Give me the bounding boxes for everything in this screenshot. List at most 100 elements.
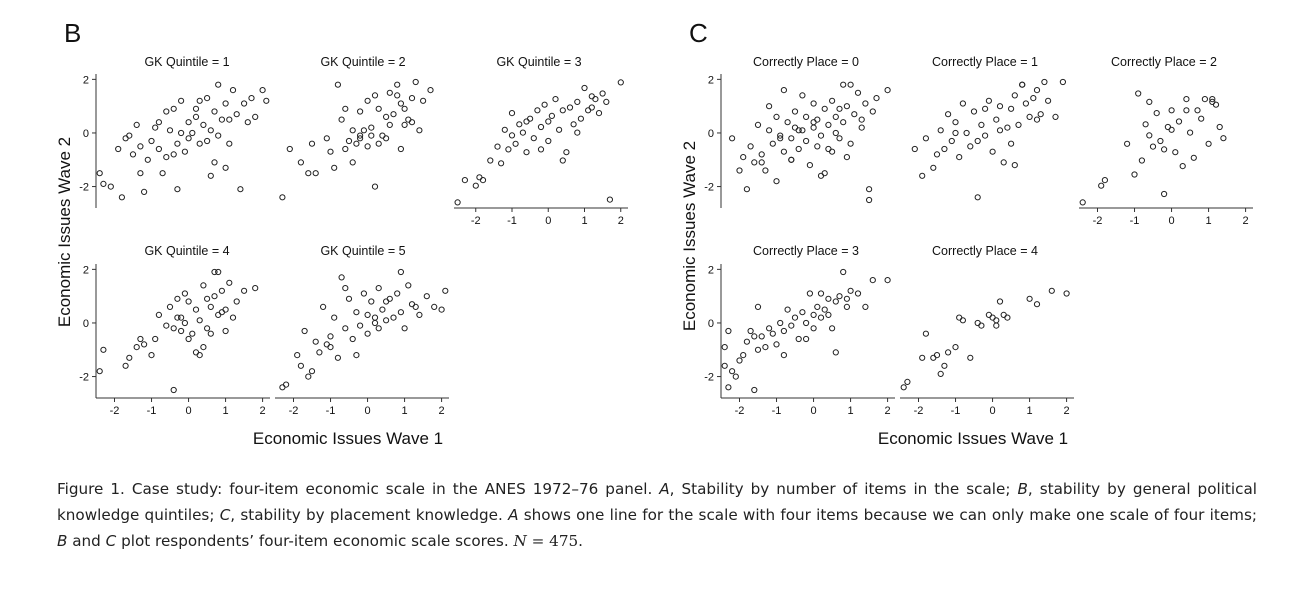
data-point (312, 170, 319, 177)
data-point (930, 354, 937, 361)
data-point (1205, 140, 1212, 147)
data-point (1187, 129, 1194, 136)
data-point (137, 170, 144, 177)
data-point (799, 127, 806, 134)
data-point (189, 330, 196, 337)
data-point (832, 129, 839, 137)
data-point (762, 167, 769, 174)
data-point (342, 145, 349, 153)
data-point (922, 135, 930, 142)
data-point (222, 327, 229, 335)
y-tick-label: 2 (83, 264, 89, 276)
data-point (427, 87, 434, 94)
data-point (215, 311, 222, 318)
data-point (401, 325, 408, 332)
data-point (397, 268, 404, 276)
data-point (294, 352, 301, 359)
data-point (766, 325, 773, 332)
x-tick-label: 0 (364, 405, 370, 417)
x-tick-label: -1 (147, 405, 157, 417)
x-tick-label: 0 (989, 405, 995, 417)
data-point (196, 97, 203, 104)
x-tick-label: 0 (810, 405, 816, 417)
x-tick-label: 1 (1027, 405, 1033, 417)
data-point (152, 335, 159, 343)
data-point (777, 319, 784, 327)
data-point (725, 327, 732, 335)
data-point (192, 105, 200, 112)
data-point (1011, 162, 1018, 169)
data-point (1004, 124, 1011, 131)
data-point (323, 341, 330, 348)
data-point (527, 115, 534, 122)
data-point (1198, 115, 1205, 122)
data-point (390, 314, 397, 321)
data-point (115, 145, 122, 153)
data-point (353, 140, 360, 147)
data-point (211, 268, 218, 276)
data-point (163, 154, 170, 161)
data-point (534, 107, 541, 114)
data-point (170, 325, 177, 332)
data-point (725, 384, 732, 391)
data-point (548, 112, 556, 120)
data-point (832, 298, 839, 305)
data-point (1183, 96, 1190, 103)
data-point (192, 306, 200, 313)
data-point (204, 95, 211, 102)
subplot-9: -2 -1 0 1 2 -2 0 2 (704, 264, 895, 417)
data-point (1124, 140, 1131, 147)
data-point (784, 119, 791, 126)
data-point (996, 127, 1004, 134)
data-point (729, 368, 736, 375)
data-point (364, 330, 371, 337)
data-point (286, 145, 293, 153)
data-point (974, 137, 981, 145)
data-point (1048, 287, 1055, 294)
panel-c-xlabel: Economic Issues Wave 1 (878, 429, 1068, 448)
data-point (825, 145, 832, 153)
data-point (963, 129, 970, 137)
data-point (196, 317, 203, 324)
data-point (803, 319, 810, 327)
data-point (297, 362, 304, 369)
subplot-title-c2: Correctly Place = 1 (932, 55, 1038, 69)
data-point (519, 129, 527, 136)
data-point (301, 327, 308, 335)
data-point (181, 148, 188, 155)
data-point (211, 108, 218, 115)
data-point (476, 174, 483, 181)
subplot-3: -2 -1 0 1 2 (454, 79, 628, 227)
subplot-title-b5: GK Quintile = 5 (320, 244, 405, 258)
data-point (996, 298, 1004, 305)
data-point (754, 303, 762, 310)
data-point (1142, 121, 1149, 128)
data-point (1220, 135, 1227, 142)
data-point (736, 167, 743, 174)
subplot-title-c5: Correctly Place = 4 (932, 244, 1038, 258)
subplot-title-b4: GK Quintile = 4 (144, 244, 229, 258)
data-point (148, 352, 155, 359)
data-point (1146, 98, 1153, 106)
data-point (353, 352, 360, 359)
data-point (814, 143, 821, 150)
data-point (163, 322, 170, 329)
data-point (945, 111, 952, 118)
data-point (869, 277, 876, 284)
data-point (178, 97, 185, 104)
data-point (574, 98, 581, 106)
data-point (357, 108, 364, 115)
data-point (821, 170, 828, 177)
data-point (982, 132, 989, 139)
data-point (843, 303, 851, 310)
data-point (472, 182, 479, 189)
x-tick-label: -1 (951, 405, 961, 417)
data-point (159, 170, 166, 177)
caption-text-5: and (67, 532, 106, 550)
data-point (570, 121, 577, 128)
data-point (383, 317, 390, 324)
data-point (588, 93, 595, 100)
data-point (163, 108, 170, 115)
data-point (338, 274, 345, 281)
data-point (762, 344, 769, 351)
